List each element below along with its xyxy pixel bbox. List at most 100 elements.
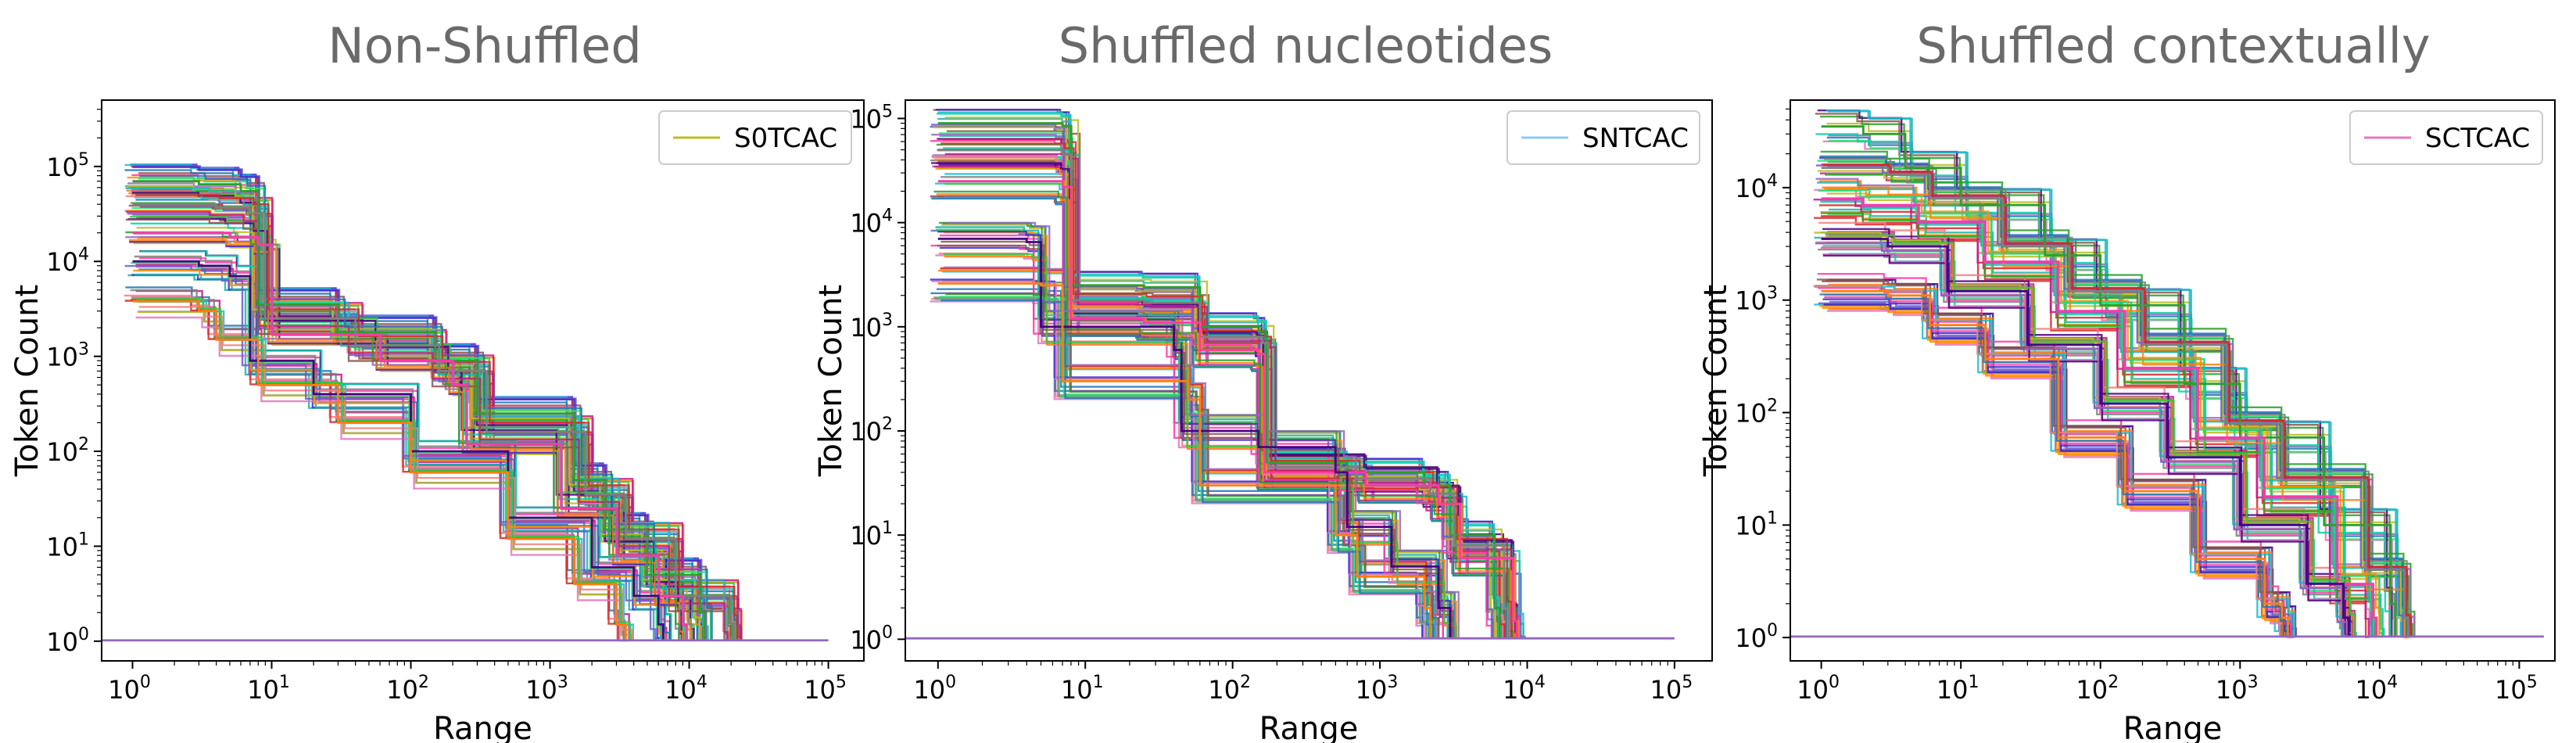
ensemble-line (1818, 189, 2375, 638)
x-tick-exp: 5 (1682, 673, 1693, 692)
ensemble-line (1822, 163, 2411, 638)
x-tick-base: 10 (525, 675, 557, 705)
x-tick-base: 10 (2076, 675, 2108, 705)
y-tick-label: 102 (1735, 397, 1778, 429)
ensemble-line (131, 262, 663, 641)
x-tick-base: 10 (1936, 675, 1969, 705)
y-tick-exp: 3 (1767, 284, 1778, 303)
y-tick-exp: 3 (882, 310, 893, 330)
x-tick-label: 104 (665, 673, 708, 705)
legend-label: SCTCAC (2425, 123, 2530, 154)
series-line-S0TCAC-2 (132, 203, 736, 641)
y-tick-exp: 1 (78, 529, 89, 549)
y-tick-label: 102 (46, 435, 89, 467)
x-tick-label: 102 (386, 673, 429, 705)
y-tick-exp: 0 (882, 623, 893, 642)
series-line-S0TCAC-3 (132, 232, 687, 641)
x-tick-label: 103 (525, 673, 568, 705)
legend-label: S0TCAC (734, 123, 837, 154)
series-line-SCTCAC-3 (1821, 197, 2378, 638)
y-tick-label: 104 (46, 245, 89, 277)
legend-box (2349, 110, 2543, 165)
x-tick-exp: 2 (418, 673, 429, 692)
y-tick-exp: 4 (1767, 171, 1778, 191)
ensemble-line (1822, 186, 2410, 639)
y-tick-exp: 0 (1767, 621, 1778, 641)
series-line-SNTCAC-5 (937, 282, 1431, 640)
ensemble-line (940, 299, 1435, 640)
y-tick-base: 10 (46, 532, 78, 562)
y-tick-base: 10 (46, 343, 78, 372)
x-tick-label: 104 (2355, 673, 2398, 705)
y-tick-base: 10 (850, 209, 882, 239)
x-tick-base: 10 (1650, 675, 1682, 705)
series-line-SCTCAC-1 (1821, 125, 2397, 638)
ensemble-line (136, 298, 631, 641)
y-axis-label: Token Count (1698, 285, 1734, 477)
y-tick-base: 10 (46, 437, 78, 467)
axes-frame (905, 99, 1713, 662)
x-tick-base: 10 (1356, 675, 1388, 705)
x-tick-base: 10 (2355, 675, 2387, 705)
y-tick-base: 10 (850, 417, 882, 447)
x-tick-exp: 3 (1387, 673, 1398, 692)
x-tick-label: 100 (1797, 673, 1840, 705)
y-tick-label: 103 (1735, 284, 1778, 316)
y-tick-base: 10 (1735, 174, 1767, 203)
x-tick-exp: 4 (2387, 673, 2398, 692)
y-tick-exp: 2 (1767, 397, 1778, 416)
x-tick-label: 105 (2495, 673, 2538, 705)
x-tick-label: 103 (2216, 673, 2259, 705)
x-tick-base: 10 (1797, 675, 1829, 705)
y-tick-exp: 5 (882, 102, 893, 121)
x-tick-exp: 3 (557, 673, 568, 692)
ensemble-line (936, 193, 1517, 640)
x-tick-base: 10 (386, 675, 418, 705)
x-tick-exp: 3 (2248, 673, 2259, 692)
x-tick-base: 10 (2495, 675, 2527, 705)
y-tick-label: 104 (1735, 171, 1778, 203)
axes-frame (101, 99, 865, 662)
x-tick-exp: 4 (1535, 673, 1546, 692)
y-tick-label: 100 (1735, 621, 1778, 653)
legend-label: SNTCAC (1582, 123, 1689, 154)
x-tick-exp: 1 (1969, 673, 1979, 692)
y-tick-label: 101 (1735, 508, 1778, 540)
ensemble-line (933, 190, 1514, 640)
ensemble-line (1822, 280, 2290, 638)
y-tick-base: 10 (46, 627, 78, 657)
chart-title: Shuffled contextually (1916, 17, 2430, 74)
x-tick-exp: 5 (836, 673, 847, 692)
x-tick-exp: 0 (140, 673, 151, 692)
ensemble-line (1822, 254, 2352, 638)
y-tick-exp: 2 (882, 415, 893, 434)
y-tick-label: 104 (850, 206, 893, 239)
x-tick-label: 105 (1650, 673, 1693, 705)
ensemble-line (935, 226, 1449, 640)
ensemble-line (1828, 234, 2356, 638)
ensemble-line (125, 218, 729, 641)
ensemble-line (139, 306, 633, 641)
series-group (102, 163, 829, 642)
x-tick-label: 105 (804, 673, 847, 705)
x-tick-exp: 1 (1093, 673, 1104, 692)
y-tick-exp: 2 (78, 435, 89, 454)
chart-title: Shuffled nucleotides (1059, 17, 1553, 74)
y-tick-label: 103 (850, 310, 893, 343)
ensemble-line (1829, 278, 2297, 638)
ensemble-line (1815, 178, 2372, 638)
y-tick-exp: 4 (78, 245, 89, 264)
series-line-S0TCAC-5 (132, 300, 627, 641)
y-tick-label: 105 (850, 102, 893, 134)
axes-frame (1790, 99, 2556, 662)
ensemble-line (1827, 285, 2295, 638)
x-tick-base: 10 (1208, 675, 1240, 705)
y-tick-base: 10 (1735, 399, 1767, 429)
x-tick-label: 101 (1936, 673, 1979, 705)
ensemble-line (126, 210, 729, 641)
y-tick-exp: 1 (882, 519, 893, 538)
